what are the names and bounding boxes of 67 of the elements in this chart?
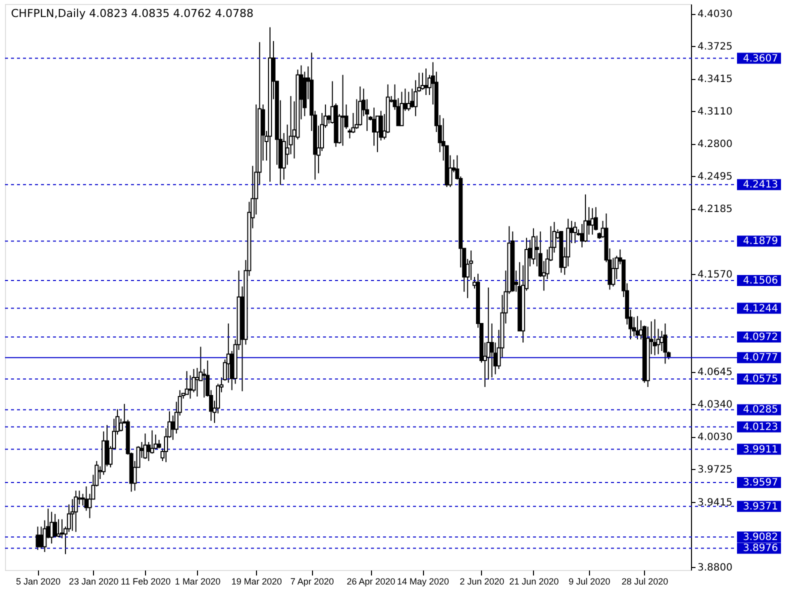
candlestick bbox=[406, 91, 411, 112]
candlestick bbox=[358, 86, 362, 126]
y-tick-label: 4.1570 bbox=[698, 269, 732, 280]
x-tick-label: 11 Feb 2020 bbox=[120, 576, 171, 586]
candlestick bbox=[348, 128, 352, 139]
candlestick bbox=[400, 91, 404, 126]
ref-line-label: 3.8976 bbox=[743, 543, 778, 554]
x-tick-label: 14 May 2020 bbox=[397, 576, 450, 586]
y-tick-label: 4.3725 bbox=[698, 41, 732, 52]
candlestick bbox=[170, 415, 175, 440]
x-tick-label: 2 Jun 2020 bbox=[460, 576, 504, 586]
candlestick bbox=[60, 518, 64, 539]
ref-line-label: 4.0777 bbox=[743, 352, 778, 364]
ref-line-label: 4.1506 bbox=[743, 276, 778, 287]
y-tick-label: 4.0645 bbox=[698, 367, 732, 378]
candlestick bbox=[195, 367, 200, 397]
ref-line-label: 4.0285 bbox=[743, 404, 778, 416]
y-tick-label: 4.0030 bbox=[698, 432, 732, 444]
candlestick bbox=[424, 68, 428, 96]
ref-line-label: 4.1879 bbox=[743, 236, 778, 248]
y-tick-label: 4.2800 bbox=[698, 139, 732, 150]
ref-line-label: 3.9371 bbox=[743, 501, 778, 512]
x-tick-label: 1 Mar 2020 bbox=[174, 576, 220, 586]
candlestick bbox=[594, 206, 598, 231]
candlestick bbox=[184, 370, 189, 395]
candlestick bbox=[226, 323, 230, 384]
y-tick-label: 3.8800 bbox=[698, 562, 732, 574]
ref-line-label: 4.0123 bbox=[743, 422, 778, 433]
x-tick-label: 7 Apr 2020 bbox=[290, 576, 334, 586]
ref-line-label: 3.9911 bbox=[743, 444, 778, 456]
x-tick-label: 26 Apr 2020 bbox=[346, 576, 396, 586]
y-tick-label: 4.0340 bbox=[698, 399, 732, 410]
y-tick-label: 4.2495 bbox=[698, 171, 732, 182]
y-tick-label: 4.4030 bbox=[698, 9, 732, 20]
x-tick-label: 23 Jan 2020 bbox=[68, 576, 118, 586]
candlestick bbox=[340, 74, 345, 146]
candlestick bbox=[611, 257, 616, 287]
candlestick bbox=[154, 434, 158, 450]
candlestick bbox=[531, 228, 536, 265]
ref-line-label: 4.3607 bbox=[743, 53, 778, 64]
candlestick bbox=[143, 433, 148, 460]
ref-line-label: 4.0575 bbox=[743, 374, 778, 386]
candlestick bbox=[53, 513, 58, 538]
candlestick bbox=[56, 518, 61, 538]
candlestick bbox=[652, 318, 657, 356]
y-tick-label: 4.3415 bbox=[698, 74, 732, 86]
ref-line-label: 3.9597 bbox=[743, 478, 778, 489]
x-tick-label: 21 Jun 2020 bbox=[509, 576, 559, 586]
ref-line-label: 4.2413 bbox=[743, 180, 778, 191]
x-tick-label: 5 Jan 2020 bbox=[16, 576, 61, 586]
x-tick-label: 28 Jul 2020 bbox=[622, 576, 668, 586]
ref-line-label: 4.0972 bbox=[743, 332, 778, 344]
y-tick-label: 4.3110 bbox=[698, 106, 732, 118]
candlestick bbox=[118, 418, 123, 432]
x-tick-label: 19 Mar 2020 bbox=[231, 576, 282, 586]
candlestick bbox=[74, 490, 78, 532]
x-tick-label: 9 Jul 2020 bbox=[568, 576, 610, 586]
y-tick-label: 3.9725 bbox=[698, 464, 732, 476]
chart-title: CHFPLN,Daily 4.0823 4.0835 4.0762 4.0788 bbox=[11, 7, 254, 20]
candlestick bbox=[580, 224, 584, 248]
candlestick bbox=[490, 323, 494, 378]
ref-line-label: 3.9082 bbox=[743, 532, 778, 543]
candlestick bbox=[663, 323, 668, 364]
y-tick-label: 4.2185 bbox=[698, 204, 732, 216]
ref-line-label: 4.1244 bbox=[743, 303, 778, 314]
y-tick-label: 3.9415 bbox=[698, 497, 732, 508]
candlestick bbox=[573, 221, 578, 244]
